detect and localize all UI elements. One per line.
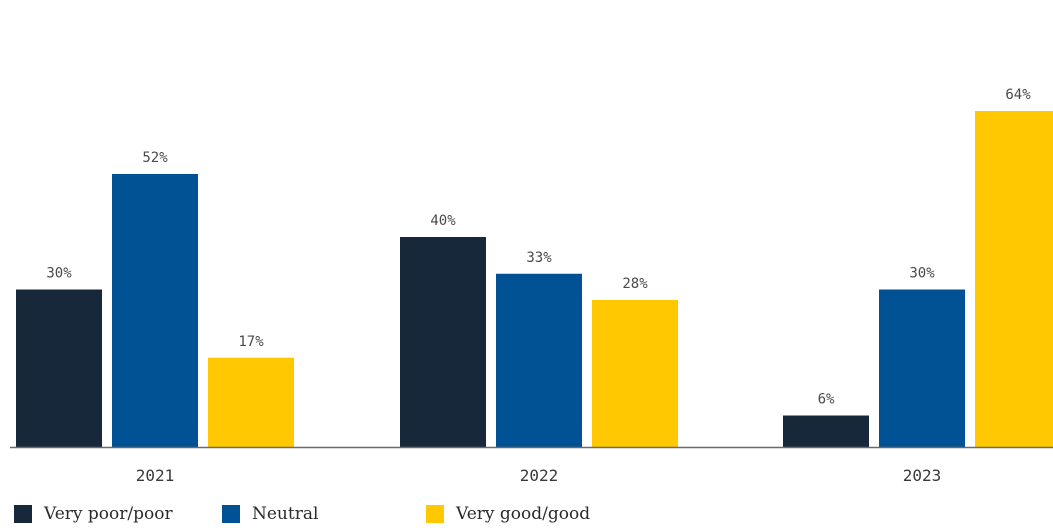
x-tick-label-2023: 2023 <box>903 466 942 485</box>
data-label-2021-very-good-good: 17% <box>238 334 264 350</box>
x-tick-label-2021: 2021 <box>136 466 175 485</box>
bar-chart: 30% 52% 17% 40% 33% 28% 6% 30% 64% 2021 2022 2023 <box>0 0 1053 500</box>
legend-label-very-good-good: Very good/good <box>456 502 590 526</box>
bars-group <box>16 111 1053 447</box>
category-labels-group: 2021 2022 2023 <box>136 466 942 485</box>
data-label-2023-very-good-good: 64% <box>1005 87 1031 103</box>
bar-2023-very-poor-poor <box>783 416 869 448</box>
data-label-2022-neutral: 33% <box>526 250 552 266</box>
legend-item-very-poor-poor: Very poor/poor <box>14 502 173 526</box>
data-label-2021-very-poor-poor: 30% <box>46 266 72 282</box>
legend-swatch-neutral <box>222 505 240 523</box>
bar-2023-neutral <box>879 290 965 448</box>
bar-2022-very-good-good <box>592 300 678 447</box>
data-label-2022-very-good-good: 28% <box>622 276 648 292</box>
legend-swatch-very-poor-poor <box>14 505 32 523</box>
legend-item-neutral: Neutral <box>222 502 318 526</box>
bar-2021-very-good-good <box>208 358 294 447</box>
bar-2023-very-good-good <box>975 111 1053 447</box>
bar-2022-neutral <box>496 274 582 447</box>
bar-2021-neutral <box>112 174 198 447</box>
bar-2021-very-poor-poor <box>16 290 102 448</box>
legend-label-very-poor-poor: Very poor/poor <box>44 502 173 526</box>
legend-label-neutral: Neutral <box>252 502 318 526</box>
legend-swatch-very-good-good <box>426 505 444 523</box>
legend-item-very-good-good: Very good/good <box>426 502 590 526</box>
data-label-2023-very-poor-poor: 6% <box>818 392 835 408</box>
data-label-2021-neutral: 52% <box>142 150 168 166</box>
x-tick-label-2022: 2022 <box>520 466 559 485</box>
data-label-2023-neutral: 30% <box>909 266 935 282</box>
bar-2022-very-poor-poor <box>400 237 486 447</box>
data-label-2022-very-poor-poor: 40% <box>430 213 456 229</box>
